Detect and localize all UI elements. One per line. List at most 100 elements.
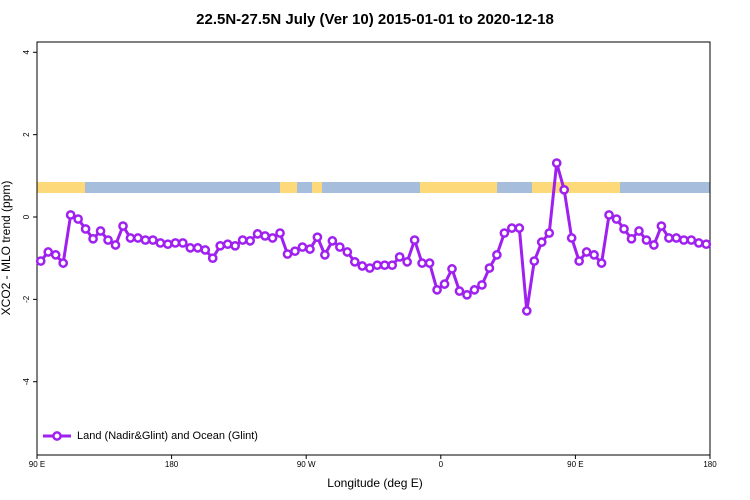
data-point bbox=[335, 242, 345, 252]
data-point bbox=[492, 250, 502, 260]
y-axis-label: XCO2 - MLO trend (ppm) bbox=[0, 181, 13, 316]
data-point bbox=[544, 228, 555, 238]
data-point bbox=[192, 243, 203, 253]
data-point bbox=[95, 226, 106, 236]
data-point bbox=[649, 240, 659, 250]
data-point bbox=[379, 260, 390, 271]
data-point bbox=[529, 256, 540, 266]
data-point bbox=[417, 258, 427, 268]
data-point bbox=[521, 306, 532, 316]
data-point bbox=[514, 223, 525, 233]
data-point bbox=[200, 245, 211, 255]
data-point bbox=[394, 252, 405, 262]
x-tick-label: 180 bbox=[703, 460, 717, 469]
data-point bbox=[364, 263, 375, 273]
data-point bbox=[664, 233, 674, 243]
data-point bbox=[88, 233, 98, 244]
data-point bbox=[185, 243, 196, 253]
data-point bbox=[349, 257, 360, 267]
data-point bbox=[432, 285, 442, 295]
y-tick-label: -2 bbox=[22, 295, 31, 303]
data-point bbox=[559, 184, 570, 195]
data-point bbox=[477, 280, 487, 290]
data-point bbox=[237, 235, 248, 245]
data-point bbox=[589, 250, 599, 260]
data-point bbox=[170, 238, 181, 248]
data-point bbox=[626, 233, 637, 244]
data-point bbox=[447, 264, 457, 274]
data-point bbox=[372, 260, 383, 271]
data-point bbox=[125, 233, 136, 243]
data-point bbox=[230, 240, 241, 251]
land-band bbox=[420, 182, 497, 193]
data-point bbox=[551, 158, 562, 168]
data-point bbox=[110, 240, 121, 250]
data-point bbox=[275, 228, 285, 238]
data-point bbox=[678, 235, 689, 245]
data-point bbox=[118, 221, 128, 231]
data-point bbox=[357, 261, 368, 271]
legend-marker bbox=[52, 431, 62, 441]
data-point bbox=[252, 229, 263, 239]
data-point bbox=[327, 236, 338, 246]
data-point bbox=[222, 239, 233, 250]
data-point bbox=[267, 233, 278, 243]
data-point bbox=[581, 247, 592, 257]
data-point bbox=[312, 232, 323, 243]
data-point bbox=[693, 238, 704, 248]
plot-frame bbox=[36, 41, 711, 456]
data-point bbox=[80, 224, 91, 234]
data-point bbox=[342, 247, 353, 257]
data-point bbox=[611, 214, 622, 224]
data-point bbox=[133, 233, 143, 243]
data-point bbox=[245, 236, 255, 246]
y-tick-label: 0 bbox=[22, 214, 31, 219]
y-tick-label: 2 bbox=[22, 132, 31, 137]
data-point bbox=[73, 214, 83, 224]
x-tick-label: 180 bbox=[165, 460, 179, 469]
data-point bbox=[155, 238, 166, 248]
data-point bbox=[619, 224, 629, 234]
data-point bbox=[424, 258, 435, 268]
data-point bbox=[641, 235, 652, 245]
data-point bbox=[290, 246, 300, 257]
data-point bbox=[454, 286, 465, 296]
data-point bbox=[140, 235, 151, 245]
data-point bbox=[604, 210, 614, 220]
data-point bbox=[574, 256, 584, 266]
land-band bbox=[532, 182, 620, 193]
data-point bbox=[484, 263, 495, 273]
land-band bbox=[312, 182, 322, 193]
x-axis-label: Longitude (deg E) bbox=[327, 476, 422, 490]
data-point bbox=[305, 244, 315, 254]
data-point bbox=[409, 235, 420, 245]
land-band bbox=[280, 182, 297, 193]
data-point bbox=[297, 242, 308, 252]
data-point bbox=[566, 233, 577, 243]
legend-label: Land (Nadir&Glint) and Ocean (Glint) bbox=[77, 430, 258, 442]
x-tick-label: 90 E bbox=[29, 460, 45, 469]
data-point bbox=[387, 260, 398, 271]
data-point bbox=[215, 240, 226, 251]
data-point bbox=[686, 235, 697, 245]
x-tick-label: 90 E bbox=[567, 460, 583, 469]
data-point bbox=[35, 256, 46, 266]
x-tick-label: 0 bbox=[439, 460, 444, 469]
data-point bbox=[148, 235, 158, 245]
data-point bbox=[462, 289, 472, 300]
data-point bbox=[177, 238, 188, 248]
data-point bbox=[163, 239, 173, 250]
data-point bbox=[58, 258, 69, 268]
y-tick-label: 4 bbox=[22, 50, 31, 55]
data-point bbox=[701, 239, 712, 250]
data-point bbox=[536, 237, 547, 247]
data-point bbox=[282, 249, 293, 259]
ocean-band bbox=[37, 182, 710, 193]
x-tick-label: 90 W bbox=[297, 460, 316, 469]
data-point bbox=[506, 223, 517, 233]
data-point bbox=[469, 285, 480, 295]
data-point bbox=[499, 228, 510, 238]
y-tick-label: -4 bbox=[22, 378, 31, 386]
data-point bbox=[596, 258, 607, 268]
data-point bbox=[671, 233, 682, 243]
